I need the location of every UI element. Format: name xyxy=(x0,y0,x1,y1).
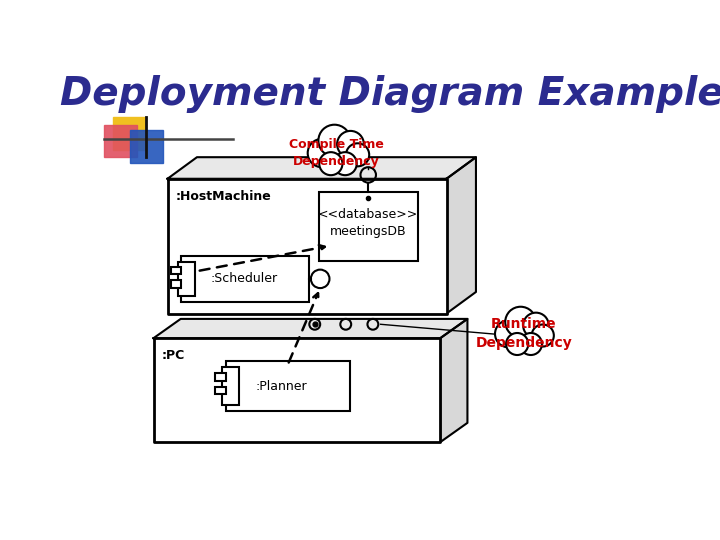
Polygon shape xyxy=(441,319,467,442)
Text: Runtime
Dependency: Runtime Dependency xyxy=(476,318,572,350)
Text: <<database>>: <<database>> xyxy=(318,208,418,221)
Bar xyxy=(130,130,163,163)
Polygon shape xyxy=(153,319,467,338)
Circle shape xyxy=(531,325,554,347)
Circle shape xyxy=(520,333,542,355)
Text: Compile Time
Dependency: Compile Time Dependency xyxy=(289,138,384,167)
Circle shape xyxy=(337,131,364,158)
Bar xyxy=(113,117,145,150)
Circle shape xyxy=(506,333,528,355)
Bar xyxy=(171,267,181,274)
Circle shape xyxy=(495,320,522,347)
Text: Deployment Diagram Example: Deployment Diagram Example xyxy=(60,75,720,113)
Bar xyxy=(178,262,194,296)
Bar xyxy=(222,367,239,405)
Bar xyxy=(215,373,225,381)
Polygon shape xyxy=(446,157,476,314)
Circle shape xyxy=(307,139,336,167)
Circle shape xyxy=(333,152,356,175)
Text: :Scheduler: :Scheduler xyxy=(211,272,278,285)
Circle shape xyxy=(318,125,351,157)
Bar xyxy=(225,361,350,411)
Polygon shape xyxy=(153,338,441,442)
Circle shape xyxy=(346,143,369,166)
Text: :Planner: :Planner xyxy=(255,380,307,393)
Text: :PC: :PC xyxy=(161,349,184,362)
Circle shape xyxy=(523,313,549,338)
Bar xyxy=(181,256,310,302)
Bar xyxy=(104,125,137,157)
Text: meetingsDB: meetingsDB xyxy=(330,225,407,238)
Polygon shape xyxy=(168,179,446,314)
Bar xyxy=(171,280,181,288)
Text: :HostMachine: :HostMachine xyxy=(175,190,271,202)
Circle shape xyxy=(505,307,536,337)
Bar xyxy=(319,192,418,261)
Circle shape xyxy=(319,152,343,175)
Bar xyxy=(215,387,225,394)
Polygon shape xyxy=(168,157,476,179)
